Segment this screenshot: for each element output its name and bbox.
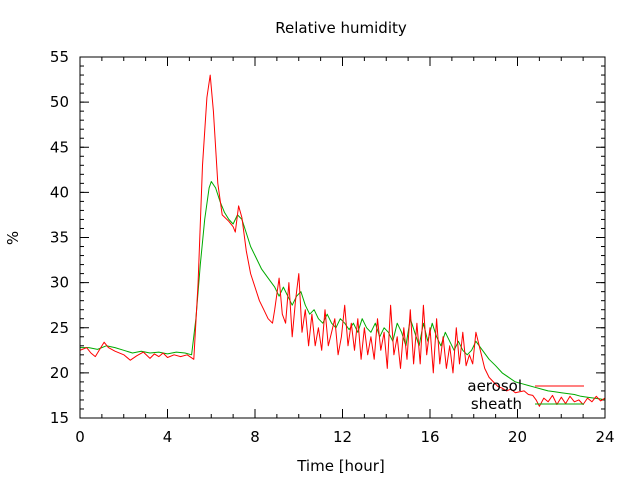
x-tick-label: 12 (333, 428, 352, 446)
series-line-sheath (80, 181, 606, 401)
chart-title: Relative humidity (275, 19, 407, 37)
x-tick-label: 0 (75, 428, 85, 446)
legend-label-aerosol: aerosol (467, 377, 522, 395)
plot-frame (79, 56, 606, 419)
legend-label-sheath: sheath (471, 395, 522, 413)
x-tick-label: 24 (595, 428, 614, 446)
x-axis-label: Time [hour] (296, 457, 385, 475)
x-tick-label: 8 (250, 428, 260, 446)
x-tick-label: 20 (508, 428, 527, 446)
y-tick-label: 15 (50, 409, 69, 427)
x-tick-label: 4 (163, 428, 173, 446)
y-tick-label: 30 (50, 274, 69, 292)
series-line-aerosol (79, 74, 606, 407)
y-axis-label: % (4, 231, 22, 245)
y-tick-label: 55 (50, 48, 69, 66)
axis-ticks: 0 4 8 12 16 20 24 15 20 25 30 35 40 45 50 55 (50, 48, 615, 446)
x-tick-label: 16 (420, 428, 439, 446)
y-tick-label: 35 (50, 229, 69, 247)
y-tick-label: 40 (50, 183, 69, 201)
series-group (79, 74, 606, 407)
y-tick-label: 50 (50, 93, 69, 111)
y-tick-label: 25 (50, 319, 69, 337)
y-tick-label: 45 (50, 138, 69, 156)
y-tick-label: 20 (50, 364, 69, 382)
